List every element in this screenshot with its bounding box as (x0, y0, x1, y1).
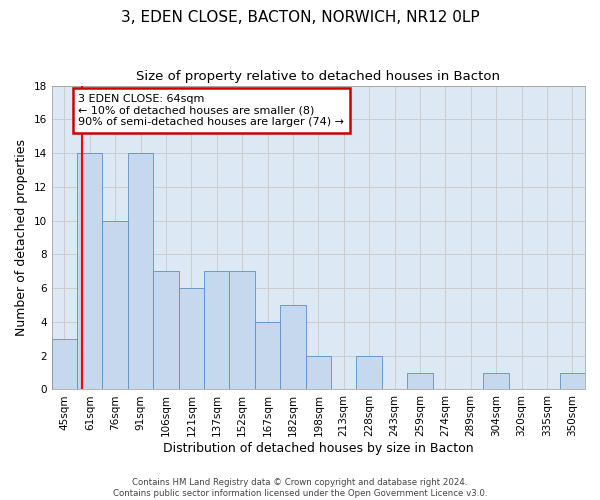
Bar (77, 153, 103, 390)
Bar (560, 372, 585, 390)
Bar (153, 272, 179, 390)
Bar (280, 305, 305, 390)
Bar (484, 372, 509, 390)
Bar (204, 272, 229, 390)
Bar (305, 356, 331, 390)
Bar (103, 220, 128, 390)
Bar (255, 322, 280, 390)
Bar (179, 288, 204, 390)
Bar (52, 339, 77, 390)
Text: 3 EDEN CLOSE: 64sqm
← 10% of detached houses are smaller (8)
90% of semi-detache: 3 EDEN CLOSE: 64sqm ← 10% of detached ho… (79, 94, 344, 127)
Bar (407, 372, 433, 390)
Bar (356, 356, 382, 390)
Bar (128, 153, 153, 390)
Text: Contains HM Land Registry data © Crown copyright and database right 2024.
Contai: Contains HM Land Registry data © Crown c… (113, 478, 487, 498)
Title: Size of property relative to detached houses in Bacton: Size of property relative to detached ho… (136, 70, 500, 83)
Y-axis label: Number of detached properties: Number of detached properties (15, 139, 28, 336)
Bar (229, 272, 255, 390)
X-axis label: Distribution of detached houses by size in Bacton: Distribution of detached houses by size … (163, 442, 473, 455)
Text: 3, EDEN CLOSE, BACTON, NORWICH, NR12 0LP: 3, EDEN CLOSE, BACTON, NORWICH, NR12 0LP (121, 10, 479, 25)
